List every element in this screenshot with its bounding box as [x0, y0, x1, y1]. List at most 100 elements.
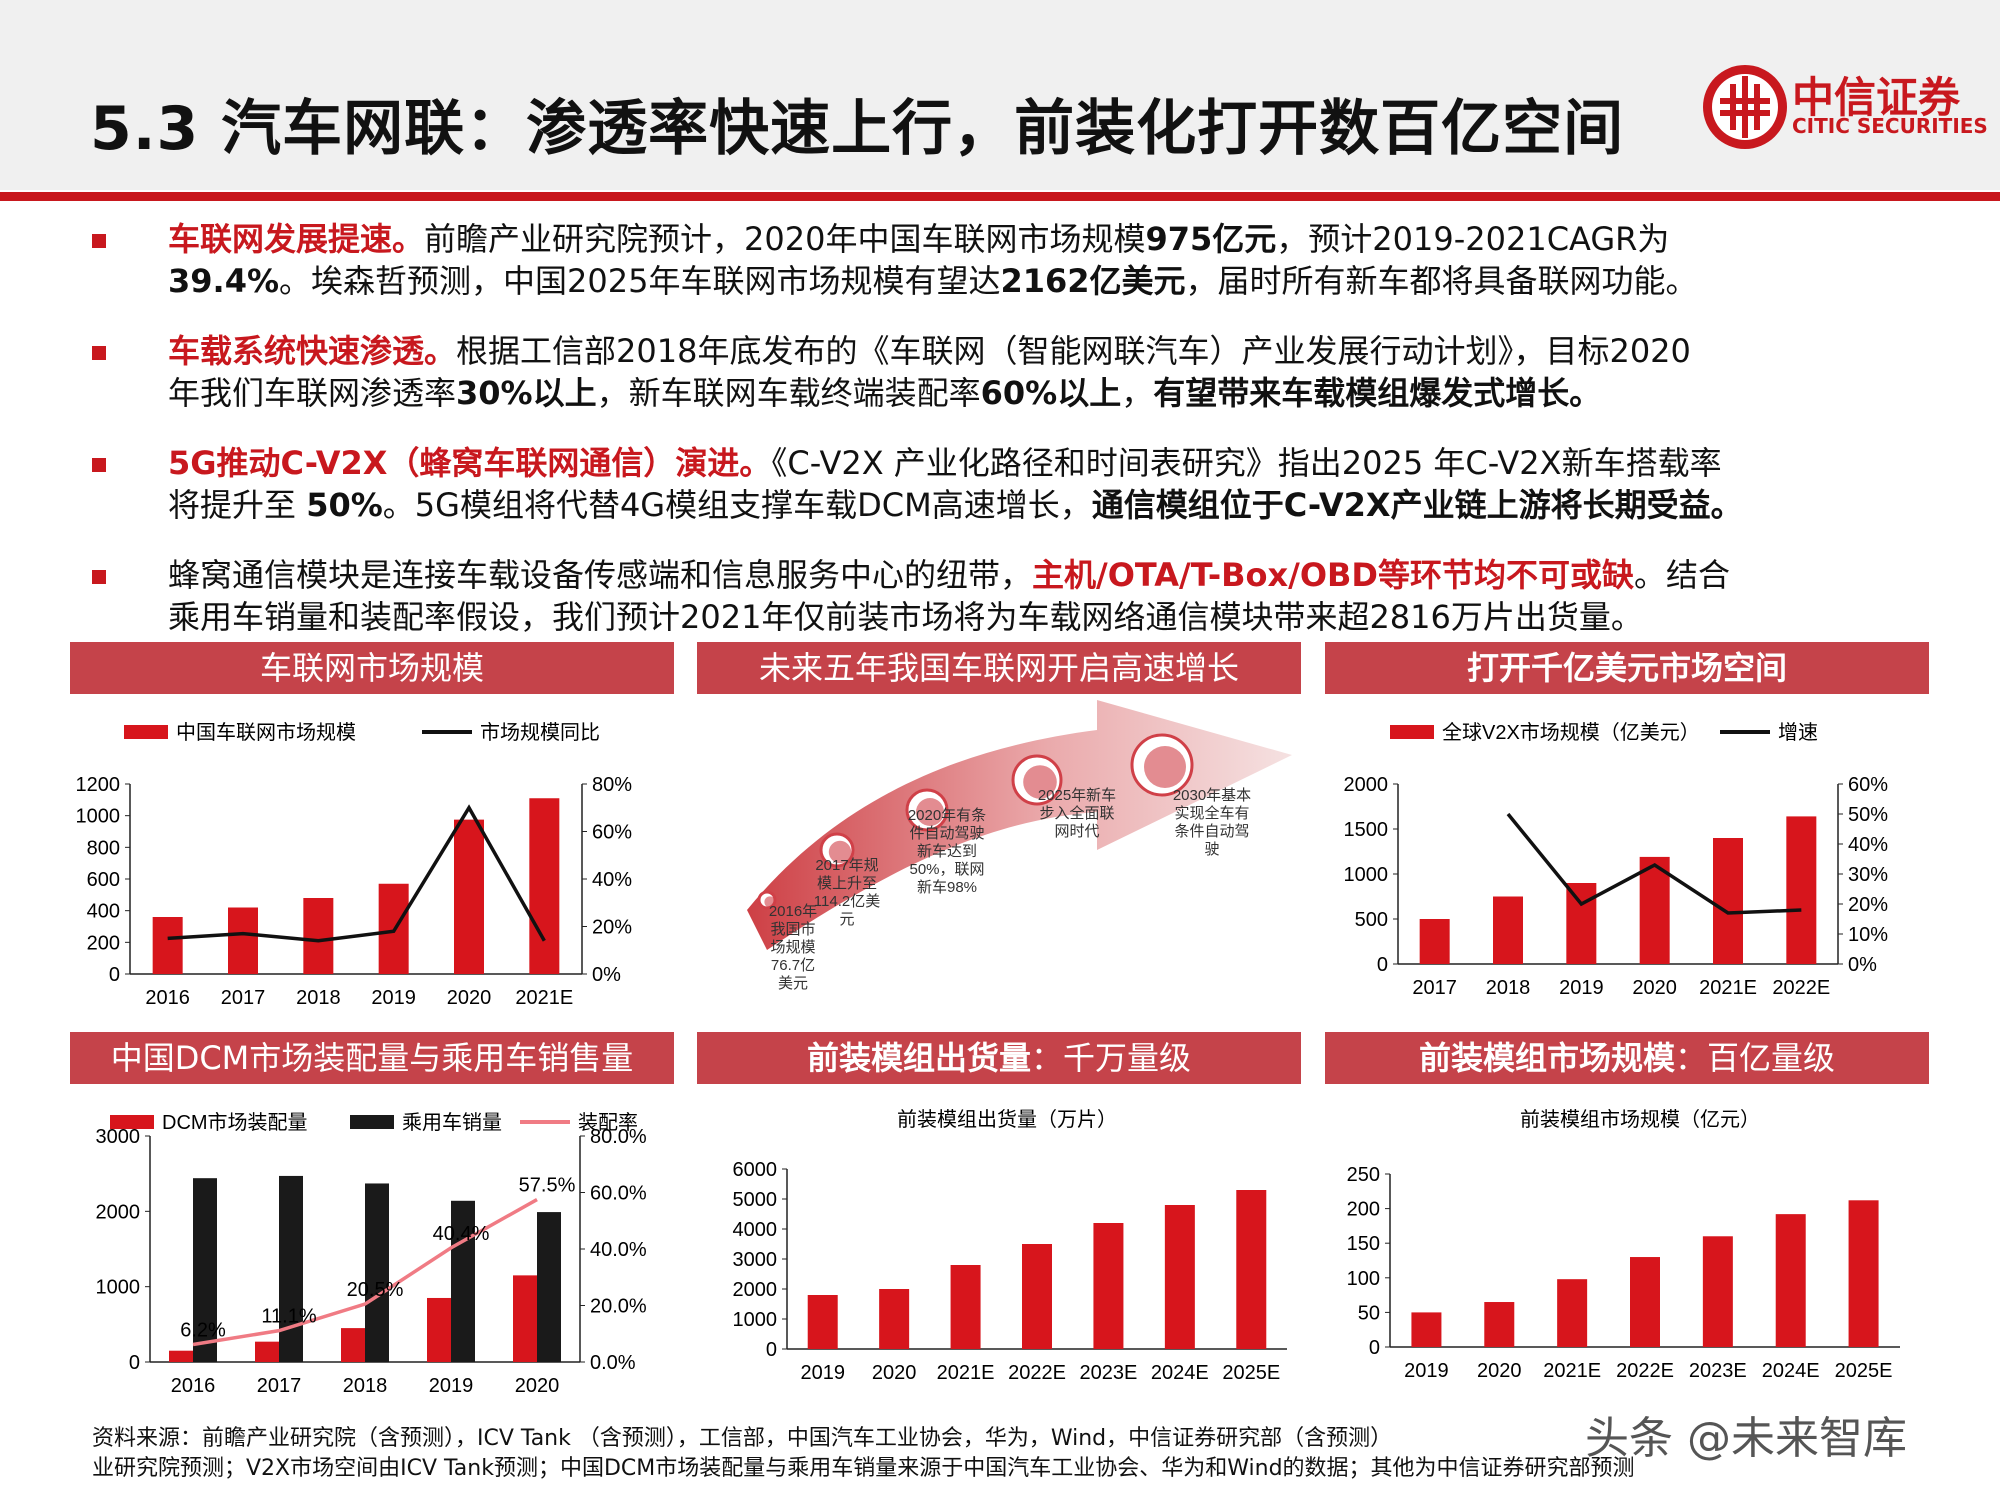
x-tick-label: 2019: [1559, 977, 1604, 999]
bar: [303, 898, 334, 974]
brand-name-cn: 中信证券: [1792, 73, 1961, 122]
bar: [513, 1275, 537, 1362]
y-tick-label: 0: [766, 1339, 777, 1361]
x-tick-label: 2020: [1632, 977, 1677, 999]
panel-title-shipments: 前装模组出货量：千万量级: [697, 1032, 1301, 1084]
bar: [1484, 1302, 1515, 1347]
legend-swatch: [350, 1115, 394, 1129]
y2-tick-label: 50%: [1848, 804, 1888, 826]
chart-title: 前装模组市场规模（亿元）: [1520, 1108, 1760, 1131]
y-tick-label: 1200: [76, 774, 121, 796]
bar: [454, 819, 484, 974]
bar: [193, 1178, 217, 1362]
y-tick-label: 50: [1358, 1302, 1380, 1324]
x-tick-label: 2017: [221, 987, 266, 1009]
bullet-2: 车载系统快速渗透。根据工信部2018年底发布的《车联网（智能网联汽车）产业发展行…: [168, 332, 1691, 412]
legend-label: 乘用车销量: [402, 1111, 502, 1134]
data-label: 40.4%: [433, 1223, 490, 1245]
x-tick-label: 2019: [371, 987, 416, 1009]
bullet-marker: [92, 346, 106, 360]
x-tick-label: 2018: [1486, 977, 1531, 999]
y-tick-label: 800: [87, 837, 120, 859]
panel-title-market-size: 车联网市场规模: [70, 642, 674, 694]
legend-label: 装配率: [578, 1111, 638, 1134]
bar: [1411, 1312, 1442, 1347]
legend-swatch: [1390, 725, 1434, 739]
y-tick-label: 0: [1377, 954, 1388, 976]
y2-tick-label: 20%: [592, 917, 632, 939]
y2-tick-label: 20.0%: [590, 1296, 647, 1318]
y2-tick-label: 80.0%: [590, 1126, 647, 1148]
x-tick-label: 2022E: [1772, 977, 1830, 999]
legend-label: 市场规模同比: [480, 721, 600, 744]
bar: [879, 1289, 910, 1349]
bar: [1236, 1190, 1267, 1349]
panel-title-dcm: 中国DCM市场装配量与乘用车销售量: [70, 1032, 674, 1084]
data-label: 57.5%: [519, 1175, 576, 1197]
x-tick-label: 2019: [800, 1362, 845, 1384]
y2-tick-label: 0.0%: [590, 1352, 636, 1374]
chart-title: 前装模组出货量（万片）: [897, 1108, 1117, 1131]
y-tick-label: 4000: [733, 1219, 778, 1241]
legend-swatch: [124, 725, 168, 739]
milestone-dot-inner: [764, 896, 776, 908]
y-tick-label: 200: [87, 932, 120, 954]
x-tick-label: 2025E: [1222, 1362, 1280, 1384]
y-tick-label: 5000: [733, 1189, 778, 1211]
y2-tick-label: 60.0%: [590, 1183, 647, 1205]
y-tick-label: 500: [1355, 909, 1388, 931]
panel-title-global-v2x: 打开千亿美元市场空间: [1325, 642, 1929, 694]
y-tick-label: 2000: [1344, 774, 1389, 796]
x-tick-label: 2020: [872, 1362, 917, 1384]
y2-tick-label: 30%: [1848, 864, 1888, 886]
y2-tick-label: 60%: [592, 822, 632, 844]
x-tick-label: 2023E: [1689, 1360, 1747, 1382]
bullet-marker: [92, 458, 106, 472]
header-band: [0, 0, 2000, 190]
y-tick-label: 2000: [733, 1279, 778, 1301]
x-tick-label: 2024E: [1762, 1360, 1820, 1382]
chart-dcm-vs-sales: DCM市场装配量 乘用车销量 装配率 0 1000 2000 3000 0.0% 20.0% 40…: [96, 1111, 647, 1397]
brand-name-en: CITIC SECURITIES: [1792, 114, 1988, 138]
x-tick-label: 2016: [171, 1375, 216, 1397]
page-title: 5.3 汽车网联：渗透率快速上行，前装化打开数百亿空间: [90, 94, 1625, 164]
milestone-dot-inner: [828, 840, 852, 864]
bar: [169, 1350, 193, 1362]
milestone-label: 2030年基本实现全车有条件自动驾驶: [1173, 787, 1251, 858]
legend-label: 中国车联网市场规模: [176, 721, 356, 744]
y-tick-label: 1500: [1344, 819, 1389, 841]
bar: [255, 1341, 279, 1362]
bar: [228, 907, 258, 974]
milestone-label: 2025年新车步入全面联网时代: [1038, 787, 1116, 840]
y-tick-label: 1000: [76, 806, 121, 828]
x-tick-label: 2018: [296, 987, 341, 1009]
x-tick-label: 2018: [343, 1375, 388, 1397]
y2-tick-label: 80%: [592, 774, 632, 796]
bar: [1493, 896, 1523, 964]
y2-tick-label: 10%: [1848, 924, 1888, 946]
x-tick-label: 2016: [145, 987, 190, 1009]
y-tick-label: 1000: [1344, 864, 1389, 886]
bar: [1557, 1279, 1588, 1347]
bullet-3: 5G推动C-V2X（蜂窝车联网通信）演进。《C-V2X 产业化路径和时间表研究》…: [168, 444, 1743, 524]
milestone-dot-inner: [916, 798, 944, 826]
bar: [427, 1297, 451, 1362]
x-tick-label: 2017: [1412, 977, 1457, 999]
bar: [537, 1212, 561, 1362]
x-tick-label: 2020: [515, 1375, 560, 1397]
source-note-line2: 业研究院预测；V2X市场空间由ICV Tank预测；中国DCM市场装配量与乘用车…: [92, 1456, 1635, 1481]
series-line: [1506, 812, 1802, 915]
legend-label: DCM市场装配量: [162, 1111, 308, 1134]
bar: [1630, 1257, 1660, 1347]
bar: [1022, 1244, 1052, 1349]
x-tick-label: 2024E: [1151, 1362, 1209, 1384]
chart-car-network-market: 中国车联网市场规模 市场规模同比 0 200 400 600 800 1000 1200 0% 20…: [76, 721, 633, 1009]
data-label: 6.2%: [180, 1319, 226, 1341]
bar: [341, 1328, 365, 1362]
y2-tick-label: 40%: [592, 869, 632, 891]
x-tick-label: 2022E: [1008, 1362, 1066, 1384]
watermark: 头条 @未来智库: [1585, 1413, 1907, 1464]
bar: [1419, 919, 1450, 964]
bar: [1775, 1214, 1806, 1347]
